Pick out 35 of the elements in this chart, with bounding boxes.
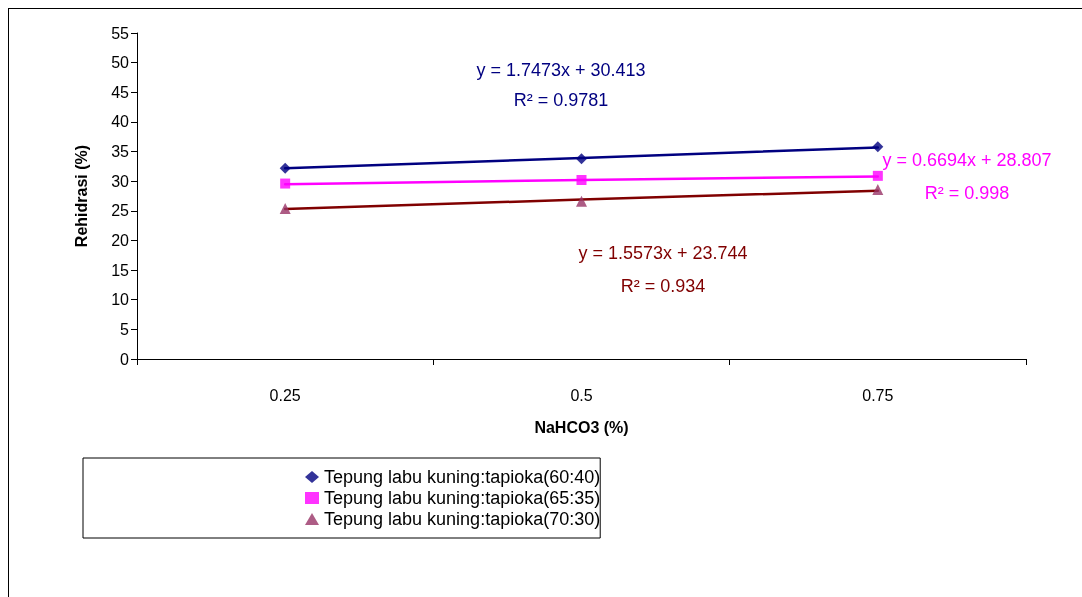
y-tick-label: 40	[111, 113, 130, 131]
y-tick-label: 20	[111, 231, 130, 249]
point	[279, 162, 291, 174]
point	[576, 175, 587, 185]
point	[872, 183, 884, 195]
annotation: R² = 0.9781	[513, 90, 609, 110]
point	[872, 141, 884, 153]
point	[576, 195, 587, 207]
y-tick-label: 5	[120, 320, 130, 338]
annotation: R² = 0.998	[924, 183, 1010, 203]
point	[280, 178, 291, 189]
y-tick-label: 30	[111, 172, 130, 190]
y-tick-label: 15	[111, 261, 130, 279]
legend-label: Tepung labu kuning:tapioka(60:40)	[324, 467, 601, 487]
annotation: y = 1.7473x + 30.413	[476, 60, 646, 80]
point	[872, 170, 883, 181]
annotation: R² = 0.934	[620, 276, 706, 296]
legend-label: Tepung labu kuning:tapioka(65:35)	[324, 488, 601, 508]
y-tick-label: 10	[111, 291, 130, 309]
x-tick-label: 0.75	[862, 386, 894, 404]
y-tick-label: 55	[111, 24, 130, 42]
x-axis-title: NaHCO3 (%)	[534, 418, 629, 436]
y-axis-title: Rehidrasi (%)	[72, 144, 90, 248]
y-tick-label: 45	[111, 83, 130, 101]
annotation: y = 0.6694x + 28.807	[882, 150, 1052, 170]
point	[576, 153, 587, 165]
y-tick-label: 50	[111, 54, 130, 72]
x-tick-label: 0.5	[570, 386, 593, 404]
annotation: y = 1.5573x + 23.744	[578, 243, 748, 263]
x-tick-label: 0.25	[269, 386, 301, 404]
y-tick-label: 0	[120, 350, 130, 368]
y-tick-label: 25	[111, 202, 130, 220]
point	[279, 202, 291, 214]
y-tick-label: 35	[111, 143, 130, 161]
legend-label: Tepung labu kuning:tapioka(70:30)	[324, 509, 601, 529]
